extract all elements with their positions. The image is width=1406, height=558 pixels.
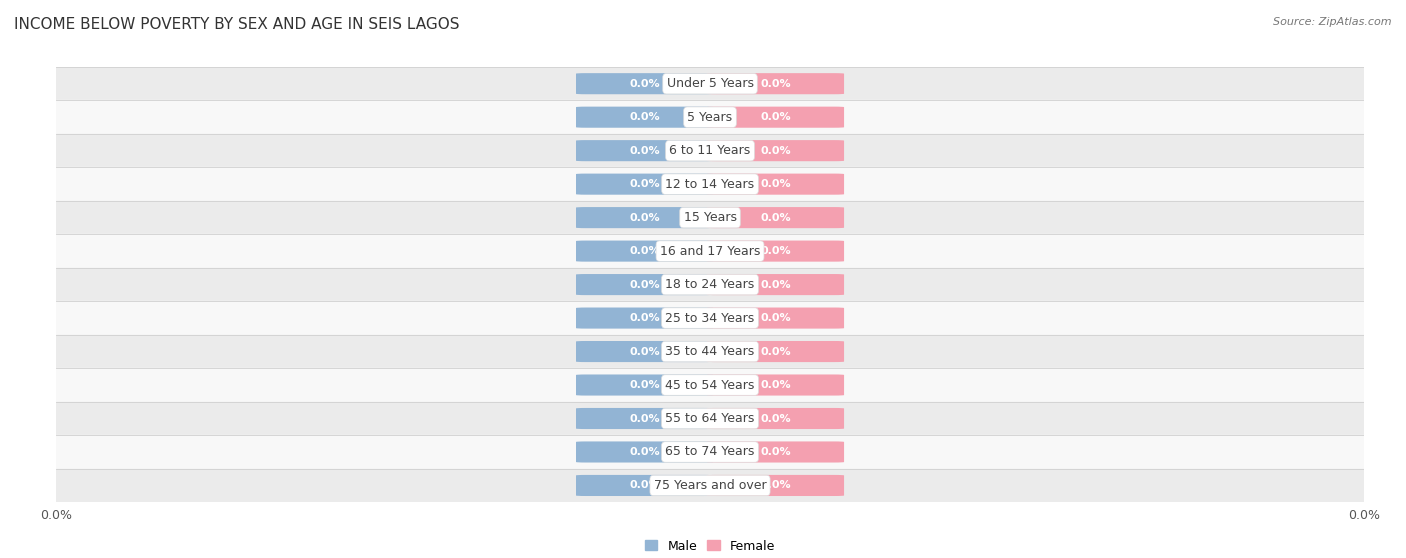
FancyBboxPatch shape — [576, 374, 713, 396]
Text: 15 Years: 15 Years — [683, 211, 737, 224]
FancyBboxPatch shape — [707, 174, 844, 195]
Text: 55 to 64 Years: 55 to 64 Years — [665, 412, 755, 425]
Text: 45 to 54 Years: 45 to 54 Years — [665, 378, 755, 392]
FancyBboxPatch shape — [707, 441, 844, 463]
FancyBboxPatch shape — [576, 240, 713, 262]
Bar — [56, 268, 1364, 301]
Bar — [56, 67, 1364, 100]
Bar — [56, 134, 1364, 167]
FancyBboxPatch shape — [576, 107, 713, 128]
FancyBboxPatch shape — [707, 307, 844, 329]
Text: 0.0%: 0.0% — [761, 347, 790, 357]
Text: 0.0%: 0.0% — [630, 213, 659, 223]
Text: 25 to 34 Years: 25 to 34 Years — [665, 311, 755, 325]
FancyBboxPatch shape — [576, 140, 713, 161]
Text: 0.0%: 0.0% — [630, 280, 659, 290]
FancyBboxPatch shape — [707, 107, 844, 128]
Text: 0.0%: 0.0% — [761, 179, 790, 189]
Text: 0.0%: 0.0% — [630, 447, 659, 457]
Bar — [56, 201, 1364, 234]
FancyBboxPatch shape — [576, 408, 713, 429]
FancyBboxPatch shape — [707, 374, 844, 396]
FancyBboxPatch shape — [576, 207, 713, 228]
Text: 0.0%: 0.0% — [630, 380, 659, 390]
Text: 75 Years and over: 75 Years and over — [654, 479, 766, 492]
Text: 12 to 14 Years: 12 to 14 Years — [665, 177, 755, 191]
Text: 0.0%: 0.0% — [630, 146, 659, 156]
Text: Under 5 Years: Under 5 Years — [666, 77, 754, 90]
Text: 0.0%: 0.0% — [761, 313, 790, 323]
Bar — [56, 301, 1364, 335]
Text: 0.0%: 0.0% — [761, 246, 790, 256]
Bar — [56, 368, 1364, 402]
FancyBboxPatch shape — [576, 475, 713, 496]
FancyBboxPatch shape — [707, 408, 844, 429]
Text: 16 and 17 Years: 16 and 17 Years — [659, 244, 761, 258]
Text: 0.0%: 0.0% — [630, 313, 659, 323]
FancyBboxPatch shape — [576, 341, 713, 362]
FancyBboxPatch shape — [576, 73, 713, 94]
Text: 6 to 11 Years: 6 to 11 Years — [669, 144, 751, 157]
FancyBboxPatch shape — [707, 341, 844, 362]
Text: 0.0%: 0.0% — [761, 280, 790, 290]
FancyBboxPatch shape — [707, 140, 844, 161]
FancyBboxPatch shape — [707, 240, 844, 262]
Text: 0.0%: 0.0% — [761, 146, 790, 156]
Text: 0.0%: 0.0% — [630, 79, 659, 89]
FancyBboxPatch shape — [576, 174, 713, 195]
FancyBboxPatch shape — [576, 441, 713, 463]
Text: INCOME BELOW POVERTY BY SEX AND AGE IN SEIS LAGOS: INCOME BELOW POVERTY BY SEX AND AGE IN S… — [14, 17, 460, 32]
FancyBboxPatch shape — [576, 274, 713, 295]
FancyBboxPatch shape — [576, 307, 713, 329]
Text: 0.0%: 0.0% — [761, 480, 790, 490]
FancyBboxPatch shape — [707, 475, 844, 496]
Text: 5 Years: 5 Years — [688, 110, 733, 124]
Text: 0.0%: 0.0% — [630, 413, 659, 424]
Bar — [56, 402, 1364, 435]
Bar — [56, 167, 1364, 201]
Text: 0.0%: 0.0% — [630, 347, 659, 357]
Text: 0.0%: 0.0% — [630, 112, 659, 122]
FancyBboxPatch shape — [707, 73, 844, 94]
Text: 35 to 44 Years: 35 to 44 Years — [665, 345, 755, 358]
FancyBboxPatch shape — [707, 274, 844, 295]
Text: 0.0%: 0.0% — [761, 380, 790, 390]
Text: 65 to 74 Years: 65 to 74 Years — [665, 445, 755, 459]
Text: 0.0%: 0.0% — [761, 79, 790, 89]
Bar — [56, 335, 1364, 368]
Text: 18 to 24 Years: 18 to 24 Years — [665, 278, 755, 291]
FancyBboxPatch shape — [707, 207, 844, 228]
Text: Source: ZipAtlas.com: Source: ZipAtlas.com — [1274, 17, 1392, 27]
Text: 0.0%: 0.0% — [630, 246, 659, 256]
Text: 0.0%: 0.0% — [761, 112, 790, 122]
Text: 0.0%: 0.0% — [630, 480, 659, 490]
Legend: Male, Female: Male, Female — [645, 540, 775, 552]
Bar — [56, 100, 1364, 134]
Text: 0.0%: 0.0% — [761, 413, 790, 424]
Bar — [56, 234, 1364, 268]
Text: 0.0%: 0.0% — [761, 213, 790, 223]
Bar — [56, 469, 1364, 502]
Text: 0.0%: 0.0% — [630, 179, 659, 189]
Text: 0.0%: 0.0% — [761, 447, 790, 457]
Bar — [56, 435, 1364, 469]
